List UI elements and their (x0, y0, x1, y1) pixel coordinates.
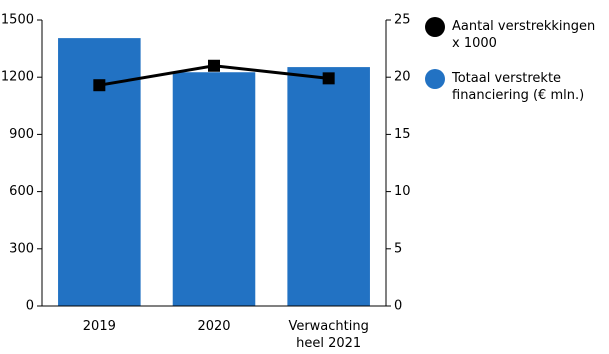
y-tick-label: 1500 (1, 13, 34, 28)
y2-tick-label: 15 (394, 127, 411, 142)
y2-tick-label: 5 (394, 241, 402, 256)
marker (322, 72, 335, 85)
y2-tick-label: 10 (394, 184, 411, 199)
marker (93, 79, 106, 92)
y2-tick-label: 20 (394, 70, 411, 85)
y-tick-label: 1200 (1, 70, 34, 85)
y2-tick-label: 0 (394, 299, 402, 314)
x-tick-label: 2020 (197, 319, 231, 334)
legend-label: Totaal verstrekte financiering (€ mln.) (452, 71, 585, 103)
bar (287, 67, 370, 306)
bar (172, 72, 256, 306)
x-tick-label: 2019 (82, 319, 116, 334)
y2-tick-label: 25 (394, 13, 411, 28)
y-tick-label: 900 (9, 127, 34, 142)
y-tick-label: 300 (9, 241, 34, 256)
bar (58, 38, 141, 306)
legend-swatch (425, 69, 445, 89)
marker (208, 59, 220, 72)
legend-label: Aantal verstrekkingen x 1000 (452, 19, 596, 51)
y-tick-label: 600 (9, 184, 34, 199)
legend-swatch (425, 17, 445, 37)
y-tick-label: 0 (26, 299, 34, 314)
x-tick-label: Verwachting heel 2021 (288, 319, 369, 351)
